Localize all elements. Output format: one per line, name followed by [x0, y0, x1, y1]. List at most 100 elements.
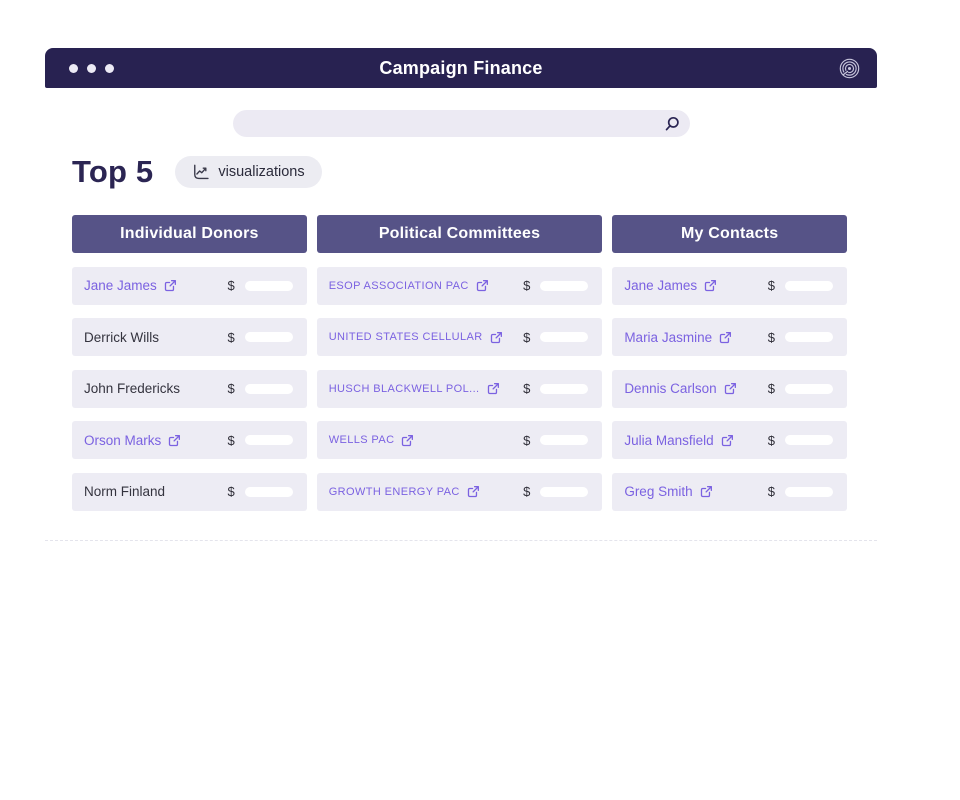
currency-symbol: $ [227, 484, 235, 499]
redacted-amount-pill [244, 332, 293, 342]
amount: $ [523, 278, 589, 293]
donor-name: Derrick Wills [84, 329, 159, 345]
amount: $ [523, 381, 589, 396]
donor-link[interactable]: Jane James [84, 278, 177, 293]
column-header: Individual Donors [72, 215, 307, 253]
section-divider [45, 540, 877, 541]
external-link-icon [164, 279, 177, 292]
table-row: WELLS PAC $ [316, 421, 603, 459]
window-control-dot[interactable] [105, 63, 114, 73]
donor-name: John Fredericks [84, 381, 181, 396]
redacted-amount-pill [540, 280, 589, 291]
committee-link[interactable]: WELLS PAC [329, 434, 415, 447]
contact-link[interactable]: Dennis Carlson [624, 381, 736, 396]
redacted-amount-pill [785, 435, 833, 445]
currency-symbol: $ [523, 329, 531, 345]
amount: $ [768, 381, 833, 396]
table-row: ESOP ASSOCIATION PAC $ [316, 266, 603, 305]
amount: $ [768, 484, 833, 499]
table-row: John Fredericks $ [72, 369, 307, 408]
search-icon[interactable] [664, 116, 690, 132]
amount: $ [227, 484, 293, 499]
donor-name-plain: John Fredericks [84, 381, 180, 396]
page-title: Top 5 [72, 154, 154, 189]
table-row: Jane James $ [612, 266, 847, 305]
donor-link[interactable]: Orson Marks [84, 433, 181, 448]
amount: $ [768, 433, 833, 448]
table-row: Derrick Wills $ [72, 318, 307, 356]
search-bar [233, 110, 690, 137]
amount: $ [523, 329, 589, 345]
contact-link[interactable]: Maria Jasmine [624, 330, 732, 345]
contact-link[interactable]: Jane James [624, 278, 717, 293]
external-link-icon [487, 382, 500, 395]
redacted-amount-pill [785, 332, 833, 342]
external-link-icon [476, 279, 489, 292]
column-my-contacts: My Contacts Jane James $ Maria Jasmine $ [612, 215, 847, 511]
window-title: Campaign Finance [379, 57, 543, 78]
amount: $ [523, 484, 589, 499]
committee-link[interactable]: HUSCH BLACKWELL POL... [329, 382, 500, 395]
redacted-amount-pill [785, 280, 833, 291]
redacted-amount-pill [540, 435, 589, 445]
contact-name: Julia Mansfield [624, 432, 714, 448]
column-political-committees: Political Committees ESOP ASSOCIATION PA… [316, 215, 603, 511]
committee-name: WELLS PAC [328, 434, 395, 446]
external-link-icon [490, 331, 503, 344]
committee-name: ESOP ASSOCIATION PAC [328, 279, 469, 292]
donor-name: Norm Finland [84, 484, 166, 499]
redacted-amount-pill [540, 383, 589, 394]
committee-name: UNITED STATES CELLULAR [328, 331, 483, 343]
line-chart-icon [194, 164, 210, 179]
redacted-amount-pill [244, 383, 293, 394]
currency-symbol: $ [227, 381, 235, 396]
amount: $ [227, 432, 293, 448]
amount: $ [227, 381, 293, 396]
contact-link[interactable]: Julia Mansfield [624, 433, 733, 448]
contact-name: Greg Smith [624, 484, 693, 499]
column-header: My Contacts [612, 215, 847, 253]
search-input[interactable] [233, 116, 664, 131]
external-link-icon [721, 434, 734, 447]
table-row: Julia Mansfield $ [612, 421, 847, 459]
table-row: Norm Finland $ [72, 472, 307, 511]
committee-link[interactable]: GROWTH ENERGY PAC [329, 485, 480, 498]
currency-symbol: $ [523, 484, 531, 499]
external-link-icon [704, 279, 717, 292]
committee-name: HUSCH BLACKWELL POL... [328, 382, 480, 395]
amount: $ [227, 278, 293, 293]
donor-name: Orson Marks [84, 432, 162, 448]
currency-symbol: $ [227, 278, 235, 293]
redacted-amount-pill [540, 486, 589, 497]
visualizations-button[interactable]: visualizations [175, 156, 322, 188]
committee-name: GROWTH ENERGY PAC [328, 485, 460, 498]
external-link-icon [401, 434, 414, 447]
donor-name-plain: Derrick Wills [84, 330, 159, 345]
currency-symbol: $ [767, 329, 775, 345]
table-row: Jane James $ [72, 266, 307, 305]
external-link-icon [724, 382, 737, 395]
top5-table: Individual Donors Jane James $ Derrick W… [72, 215, 847, 511]
column-individual-donors: Individual Donors Jane James $ Derrick W… [72, 215, 307, 511]
currency-symbol: $ [523, 432, 531, 448]
redacted-amount-pill [244, 280, 293, 291]
external-link-icon [719, 331, 732, 344]
currency-symbol: $ [523, 278, 531, 293]
window-control-dot[interactable] [87, 63, 96, 73]
committee-link[interactable]: UNITED STATES CELLULAR [329, 331, 503, 344]
column-header: Political Committees [316, 215, 603, 253]
committee-link[interactable]: ESOP ASSOCIATION PAC [329, 279, 489, 292]
currency-symbol: $ [227, 432, 235, 448]
amount: $ [768, 330, 833, 345]
currency-symbol: $ [767, 484, 775, 499]
contact-link[interactable]: Greg Smith [624, 484, 712, 499]
table-row: HUSCH BLACKWELL POL... $ [316, 369, 603, 408]
redacted-amount-pill [244, 486, 293, 497]
app-logo-icon[interactable] [838, 57, 861, 80]
external-link-icon [467, 485, 480, 498]
window-control-dot[interactable] [69, 63, 78, 73]
contact-name: Maria Jasmine [624, 329, 713, 345]
amount: $ [523, 432, 589, 448]
donor-name: Jane James [84, 278, 157, 293]
currency-symbol: $ [767, 278, 775, 293]
